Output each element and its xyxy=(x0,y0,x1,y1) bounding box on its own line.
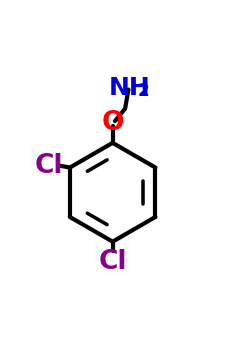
Text: NH: NH xyxy=(108,76,150,100)
Text: Cl: Cl xyxy=(34,153,63,178)
Text: 2: 2 xyxy=(138,83,149,100)
Text: Cl: Cl xyxy=(98,249,127,275)
Text: O: O xyxy=(102,111,124,136)
